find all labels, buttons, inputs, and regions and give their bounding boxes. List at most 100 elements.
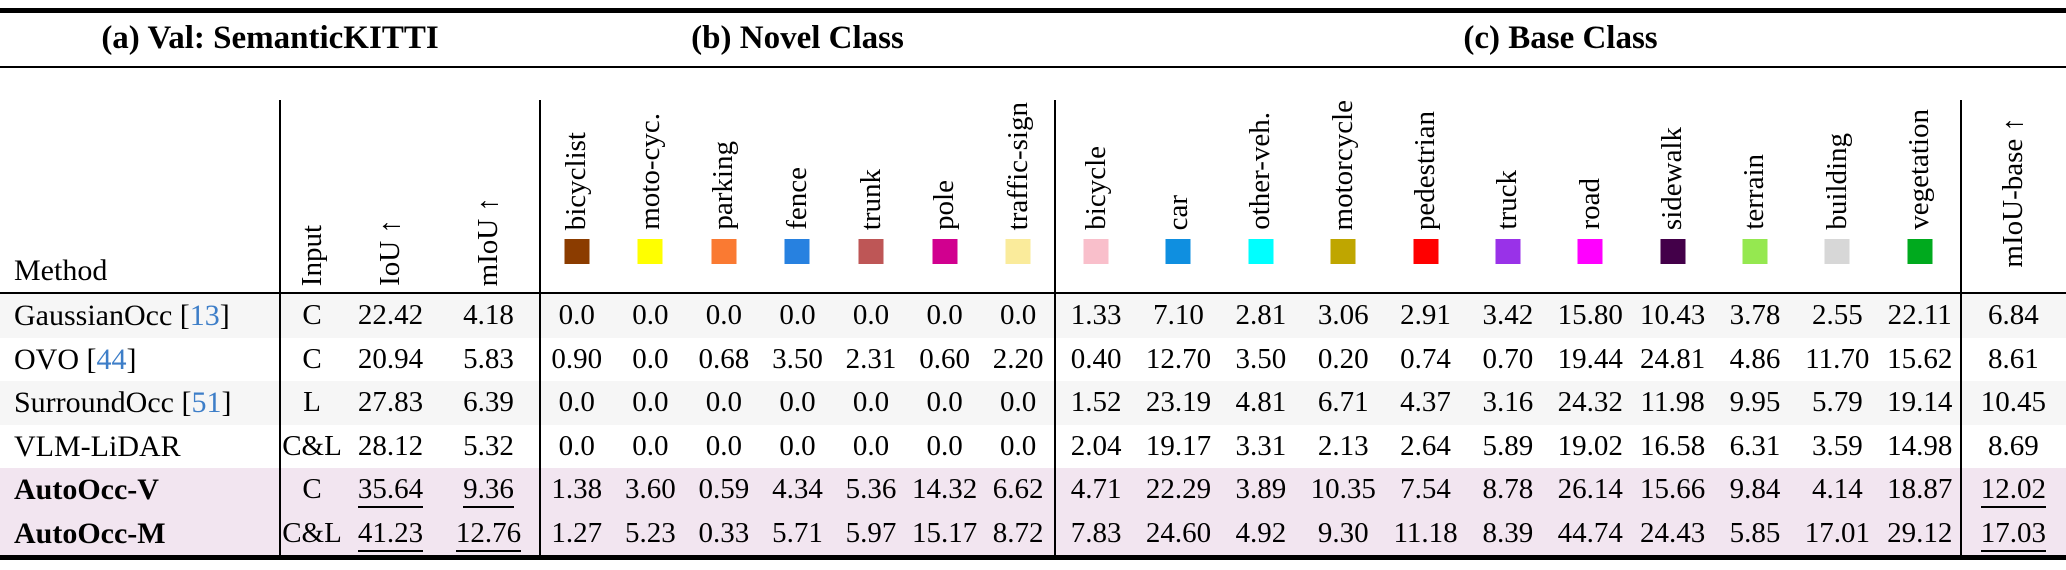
cell-fence: 4.34 — [772, 473, 823, 506]
cell-truck: 3.42 — [1482, 299, 1534, 331]
cell-other-veh: 3.31 — [1235, 429, 1287, 462]
cell-iou: 35.64 — [344, 468, 437, 512]
cell-trunk: 0.0 — [852, 429, 890, 462]
cell-moto-cyc: 0.0 — [632, 429, 669, 462]
column-header-pedestrian: pedestrian — [1384, 68, 1466, 292]
cell-other-veh: 3.89 — [1235, 473, 1287, 506]
cell-miou-base: 8.69 — [1988, 429, 2039, 462]
cell-iou: 41.23 — [344, 512, 437, 556]
cell-bicycle: 4.71 — [1070, 473, 1122, 506]
cell-fence: 0.0 — [779, 386, 816, 419]
cell-bicycle: 0.40 — [1070, 342, 1122, 375]
table-row-gaussianocc: GaussianOcc [13] C 22.42 4.18 0.0 0.0 0.0 0.0 0.… — [0, 294, 2066, 338]
cell-pole: 0.0 — [926, 299, 963, 331]
cell-moto-cyc: 0.0 — [632, 386, 669, 419]
citation-link[interactable]: 13 — [189, 299, 220, 332]
method-name: SurroundOcc — [14, 386, 174, 420]
cell-other-veh: 4.81 — [1235, 386, 1287, 419]
method-name: OVO — [14, 342, 79, 376]
citation-link[interactable]: 51 — [191, 386, 222, 420]
cell-sidewalk: 24.43 — [1640, 517, 1706, 549]
cell-moto-cyc: 0.0 — [632, 342, 669, 375]
cell-truck: 5.89 — [1482, 429, 1534, 462]
class-color-swatch-road — [1577, 239, 1603, 264]
cell-bicyclist: 0.0 — [558, 386, 595, 419]
cell-input: C&L — [282, 517, 342, 549]
bottom-rule — [0, 555, 2066, 560]
cell-road: 24.32 — [1557, 386, 1623, 419]
class-color-swatch-moto-cyc — [637, 239, 663, 264]
class-color-swatch-truck — [1495, 239, 1521, 264]
cell-pole: 0.0 — [926, 429, 963, 462]
cell-traffic-sign: 8.72 — [992, 517, 1044, 549]
cell-fence: 3.50 — [772, 342, 823, 375]
cell-trunk: 0.0 — [852, 299, 890, 331]
cell-vegetation: 29.12 — [1887, 517, 1953, 549]
cell-vegetation: 18.87 — [1887, 473, 1953, 506]
cell-trunk: 2.31 — [845, 342, 897, 375]
class-color-swatch-vegetation — [1907, 239, 1933, 264]
cell-truck: 8.78 — [1482, 473, 1534, 506]
column-header-sidewalk: sidewalk — [1631, 68, 1713, 292]
class-color-swatch-fence — [784, 239, 810, 264]
section-title-base-class: (c) Base Class — [1463, 20, 1658, 56]
cell-motorcycle: 0.20 — [1317, 342, 1369, 375]
cell-input: L — [303, 386, 321, 419]
cell-trunk: 5.97 — [845, 517, 897, 549]
column-header-terrain: terrain — [1714, 68, 1796, 292]
cell-car: 19.17 — [1145, 429, 1212, 462]
cell-other-veh: 4.92 — [1235, 517, 1287, 549]
class-color-swatch-pole — [932, 239, 958, 264]
miou-base-divider — [1960, 100, 1962, 555]
cell-bicycle: 7.83 — [1070, 517, 1122, 549]
cell-iou: 27.83 — [357, 386, 424, 419]
cell-sidewalk: 15.66 — [1640, 473, 1706, 506]
cell-trunk: 0.0 — [852, 386, 890, 419]
cell-method: AutoOcc-V — [0, 468, 280, 512]
column-header-road: road — [1549, 68, 1631, 292]
cell-truck: 0.70 — [1482, 342, 1534, 375]
cell-method: VLM-LiDAR — [0, 425, 280, 469]
cell-fence: 5.71 — [772, 517, 823, 549]
section-titles-row: (a) Val: SemanticKITTI (b) Novel Class (… — [0, 12, 2066, 64]
cell-vegetation: 14.98 — [1887, 429, 1953, 462]
section-title-val-semantickitti: (a) Val: SemanticKITTI — [101, 20, 439, 56]
cell-traffic-sign: 0.0 — [1000, 299, 1037, 331]
method-name: GaussianOcc — [14, 299, 173, 332]
cell-bicyclist: 0.0 — [558, 299, 595, 331]
cell-pole: 14.32 — [911, 473, 978, 506]
cell-trunk: 5.36 — [845, 473, 897, 506]
cell-terrain: 5.85 — [1729, 517, 1781, 549]
cell-traffic-sign: 0.0 — [1000, 429, 1037, 462]
table-row-autoocc-m: AutoOcc-M C&L 41.23 12.76 1.27 5.23 0.33 5.71 5.… — [0, 512, 2066, 556]
class-color-swatch-sidewalk — [1660, 239, 1686, 264]
cell-miou: 12.76 — [437, 512, 540, 556]
cell-moto-cyc: 0.0 — [632, 299, 669, 331]
cell-terrain: 9.95 — [1729, 386, 1781, 419]
cell-road: 15.80 — [1557, 299, 1623, 331]
cell-car: 12.70 — [1145, 342, 1212, 375]
table-row-surroundocc: SurroundOcc [51] L 27.83 6.39 0.0 0.0 0.0 0.0 0.… — [0, 381, 2066, 425]
column-header-building: building — [1796, 68, 1878, 292]
cell-motorcycle: 2.13 — [1317, 429, 1369, 462]
class-color-swatch-car — [1165, 239, 1191, 264]
class-color-swatch-motorcycle — [1330, 239, 1356, 264]
cell-motorcycle: 9.30 — [1317, 517, 1369, 549]
class-color-swatch-building — [1824, 239, 1850, 264]
cell-pole: 0.60 — [919, 342, 970, 375]
cell-sidewalk: 11.98 — [1640, 386, 1705, 419]
method-name: VLM-LiDAR — [14, 429, 181, 463]
cell-input: C — [302, 473, 322, 506]
cell-iou: 22.42 — [357, 299, 424, 331]
citation-link[interactable]: 44 — [96, 342, 127, 376]
cell-car: 7.10 — [1153, 299, 1204, 331]
cell-pedestrian: 4.37 — [1400, 386, 1451, 419]
cell-pole: 15.17 — [911, 517, 978, 549]
cell-other-veh: 2.81 — [1235, 299, 1287, 331]
method-name: AutoOcc-V — [14, 473, 159, 507]
cell-miou: 4.18 — [463, 299, 514, 331]
cell-road: 44.74 — [1557, 517, 1623, 549]
cell-truck: 3.16 — [1482, 386, 1534, 419]
cell-road: 19.44 — [1557, 342, 1623, 375]
